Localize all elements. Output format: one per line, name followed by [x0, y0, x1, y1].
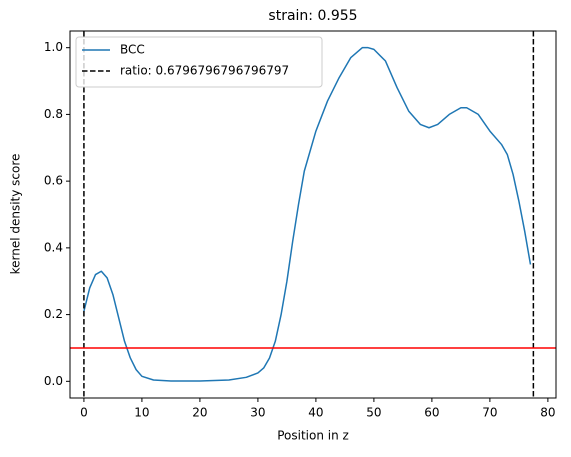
- legend-box: [75, 36, 323, 88]
- y-tick-label: 0.2: [44, 307, 63, 321]
- legend-label: BCC: [120, 43, 145, 57]
- x-tick-label: 50: [366, 406, 381, 420]
- x-tick-label: 60: [424, 406, 439, 420]
- line-series: [83, 46, 532, 382]
- y-axis-label: kernel density score: [9, 154, 23, 275]
- y-tick-label: 0.0: [44, 374, 63, 388]
- x-tick-label: 70: [482, 406, 497, 420]
- x-tick-label: 40: [308, 406, 323, 420]
- chart-title: strain: 0.955: [268, 8, 357, 24]
- x-tick-label: 30: [250, 406, 265, 420]
- y-tick-label: 0.8: [44, 107, 63, 121]
- x-tick-label: 20: [192, 406, 207, 420]
- y-tick-label: 0.6: [44, 174, 63, 188]
- x-axis-label: Position in z: [277, 429, 349, 443]
- y-tick-label: 1.0: [44, 40, 63, 54]
- x-tick-label: 10: [134, 406, 149, 420]
- axes-frame: [69, 30, 557, 399]
- x-tick-label: 0: [80, 406, 88, 420]
- y-tick-label: 0.4: [44, 240, 63, 254]
- legend-label: ratio: 0.6796796796796797: [120, 64, 289, 78]
- x-tick-label: 80: [540, 406, 555, 420]
